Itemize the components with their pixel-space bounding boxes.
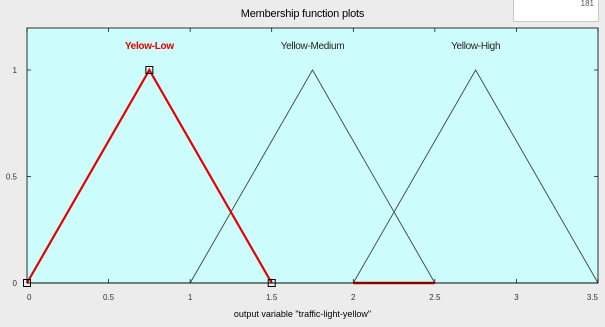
- x-tick-label: 3.5: [587, 293, 599, 302]
- x-tick-label: 1.5: [266, 293, 278, 302]
- x-axis-label: output variable "traffic-light-yellow": [233, 309, 372, 319]
- x-tick-label: 0: [27, 293, 32, 302]
- corner-info-text: 181: [580, 0, 594, 8]
- plot-title: Membership function plots: [240, 8, 365, 20]
- mf-vertex-handle: [145, 66, 154, 74]
- x-tick-label: 2: [351, 293, 356, 302]
- x-tick-label: 1: [188, 293, 193, 302]
- mf-label-yelow-low: Yelow-Low: [125, 41, 174, 52]
- x-tick-label: 2.5: [429, 293, 441, 302]
- y-tick-label: 0.5: [6, 173, 18, 182]
- corner-info-box: 181: [513, 0, 599, 22]
- plot-frame: [26, 27, 599, 284]
- labels-layer: Yellow-Medium Yellow-High Yelow-Low: [125, 41, 501, 52]
- y-tick-label: 0: [13, 279, 18, 288]
- y-tick-label: 1: [13, 66, 18, 75]
- mf-label-yellow-medium: Yellow-Medium: [281, 41, 345, 52]
- plot-area[interactable]: [27, 28, 598, 283]
- mf-line-yellow-high: [352, 69, 599, 284]
- x-tick-label: 0.5: [103, 293, 115, 302]
- x-tick-label: 3: [514, 293, 519, 302]
- mf-label-yellow-high: Yellow-High: [451, 41, 500, 52]
- mf-line-yelow-low: [26, 67, 273, 284]
